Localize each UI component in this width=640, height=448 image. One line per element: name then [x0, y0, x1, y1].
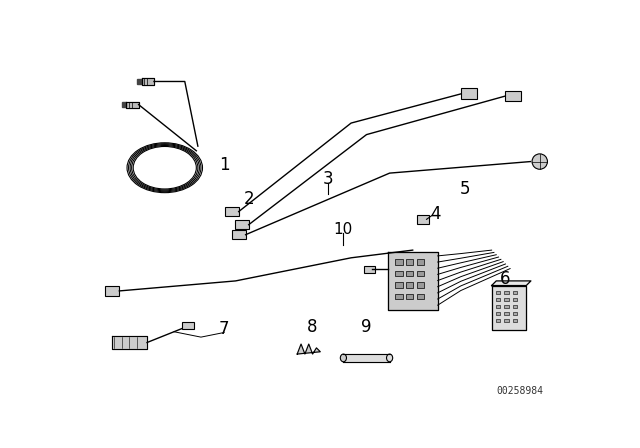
- Text: 8: 8: [307, 318, 318, 336]
- Bar: [513, 291, 517, 294]
- Bar: [513, 312, 517, 315]
- Bar: [395, 294, 403, 299]
- Bar: [496, 312, 500, 315]
- Bar: [417, 271, 424, 276]
- Text: 2: 2: [244, 190, 255, 207]
- Bar: [395, 259, 403, 265]
- Text: 4: 4: [431, 205, 441, 223]
- Bar: [504, 298, 509, 301]
- Bar: [504, 291, 509, 294]
- Bar: [182, 322, 194, 329]
- Polygon shape: [126, 102, 139, 108]
- Bar: [406, 259, 413, 265]
- Bar: [417, 282, 424, 288]
- Bar: [417, 294, 424, 299]
- Circle shape: [532, 154, 547, 169]
- Bar: [406, 282, 413, 288]
- Polygon shape: [492, 281, 531, 285]
- Polygon shape: [492, 285, 526, 330]
- Polygon shape: [297, 344, 320, 354]
- Bar: [513, 319, 517, 322]
- Text: 3: 3: [323, 170, 333, 188]
- Bar: [504, 305, 509, 308]
- Bar: [395, 271, 403, 276]
- Bar: [513, 298, 517, 301]
- Bar: [417, 259, 424, 265]
- Ellipse shape: [340, 354, 346, 362]
- Ellipse shape: [387, 354, 393, 362]
- Bar: [417, 215, 429, 224]
- Text: 6: 6: [500, 270, 510, 288]
- Text: 10: 10: [334, 222, 353, 237]
- Bar: [504, 319, 509, 322]
- Bar: [504, 312, 509, 315]
- Polygon shape: [388, 252, 438, 310]
- Bar: [106, 285, 119, 296]
- Text: 5: 5: [460, 180, 470, 198]
- Bar: [496, 291, 500, 294]
- Polygon shape: [137, 79, 141, 84]
- Bar: [505, 90, 520, 102]
- Polygon shape: [113, 336, 147, 349]
- Bar: [225, 207, 239, 216]
- Bar: [461, 88, 477, 99]
- Bar: [395, 282, 403, 288]
- Bar: [496, 298, 500, 301]
- Polygon shape: [344, 354, 390, 362]
- Bar: [235, 220, 249, 229]
- Bar: [496, 319, 500, 322]
- Bar: [364, 266, 374, 273]
- Polygon shape: [122, 102, 126, 107]
- Bar: [406, 294, 413, 299]
- Bar: [496, 305, 500, 308]
- Text: 9: 9: [361, 318, 372, 336]
- Text: 7: 7: [219, 320, 229, 338]
- Bar: [513, 305, 517, 308]
- Bar: [406, 271, 413, 276]
- Text: 1: 1: [219, 156, 229, 174]
- Polygon shape: [141, 78, 154, 85]
- Bar: [232, 230, 246, 239]
- Text: 00258984: 00258984: [497, 386, 543, 396]
